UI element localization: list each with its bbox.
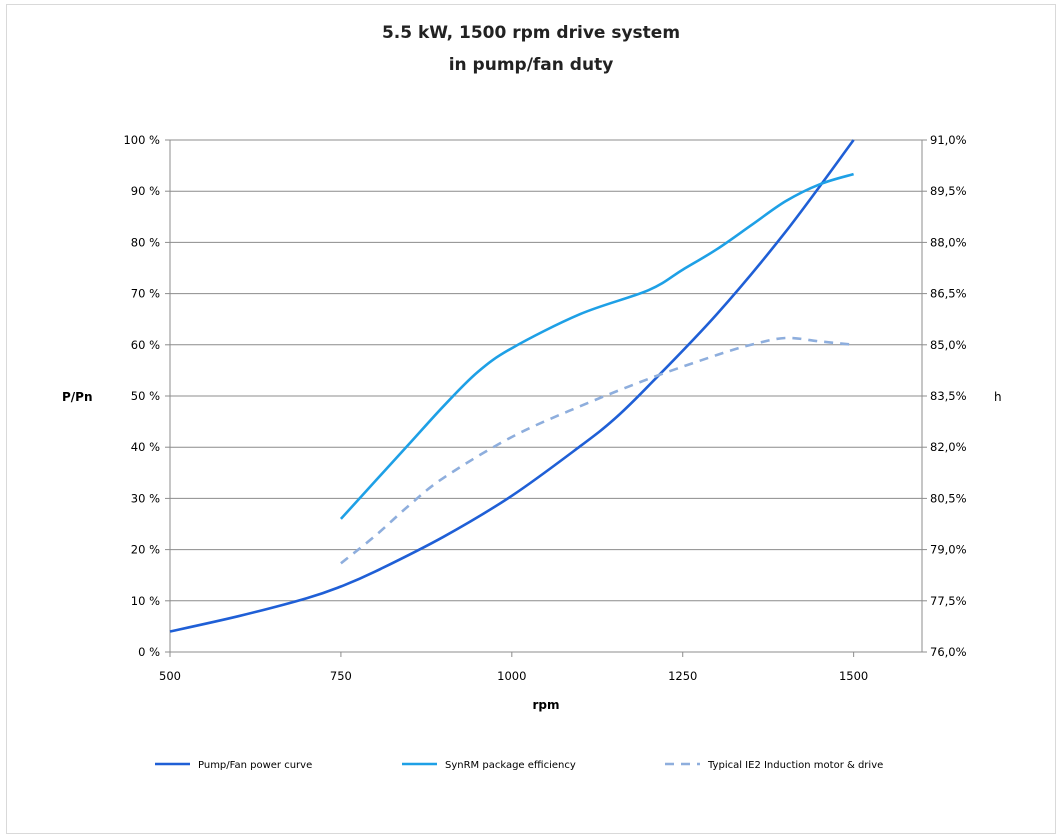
left-axis-ticks: 0 % 10 % 20 % 30 % 40 % 50 % 60 % 70 % 80 % 90 % 1… — [123, 133, 170, 659]
series-line-3 — [340, 336, 854, 565]
left-tick-label: 100 % — [123, 133, 160, 147]
left-tick-label: 10 % — [131, 594, 160, 608]
left-tick-label: 70 % — [131, 287, 160, 301]
right-tick-label: 79,0% — [930, 543, 967, 557]
series-line-1 — [169, 139, 855, 633]
right-tick-label: 77,5% — [930, 594, 967, 608]
x-tick-label: 500 — [159, 669, 181, 683]
x-tick-label: 750 — [330, 669, 352, 683]
right-tick-label: 83,5% — [930, 389, 967, 403]
right-tick-label: 91,0% — [930, 133, 967, 147]
legend-label-2: SynRM package efficiency — [445, 760, 576, 771]
chart-title: 5.5 kW, 1500 rpm drive system in pump/fa… — [382, 23, 680, 75]
x-tick-label: 1000 — [497, 669, 526, 683]
right-tick-label: 86,5% — [930, 287, 967, 301]
chart-title-line-2: in pump/fan duty — [449, 55, 614, 75]
series-line-2 — [339, 172, 854, 520]
left-tick-label: 30 % — [131, 491, 160, 505]
legend-label-3: Typical IE2 Induction motor & drive — [707, 760, 883, 771]
right-tick-label: 89,5% — [930, 184, 967, 198]
left-tick-label: 60 % — [131, 338, 160, 352]
right-tick-label: 88,0% — [930, 235, 967, 249]
series-lines — [169, 139, 855, 633]
right-tick-label: 76,0% — [930, 645, 967, 659]
x-tick-label: 1500 — [839, 669, 868, 683]
chart-title-line-1: 5.5 kW, 1500 rpm drive system — [382, 23, 680, 43]
left-axis-label: P/Pn — [62, 390, 93, 404]
left-tick-label: 80 % — [131, 235, 160, 249]
right-axis-ticks: 76,0% 77,5% 79,0% 80,5% 82,0% 83,5% 85,0% 86,5%… — [922, 133, 967, 659]
left-tick-label: 50 % — [131, 389, 160, 403]
legend-label-1: Pump/Fan power curve — [198, 760, 312, 771]
right-tick-label: 85,0% — [930, 338, 967, 352]
x-axis-ticks: 500 750 1000 1250 1500 — [159, 652, 868, 683]
gridlines — [170, 139, 922, 653]
right-tick-label: 82,0% — [930, 440, 967, 454]
left-tick-label: 40 % — [131, 440, 160, 454]
right-axis-label: h — [994, 390, 1002, 404]
right-tick-label: 80,5% — [930, 491, 967, 505]
left-tick-label: 20 % — [131, 543, 160, 557]
left-tick-label: 0 % — [138, 645, 160, 659]
x-axis-label: rpm — [532, 698, 559, 712]
left-tick-label: 90 % — [131, 184, 160, 198]
x-tick-label: 1250 — [668, 669, 697, 683]
legend: Pump/Fan power curve SynRM package effici… — [155, 760, 883, 771]
chart-frame — [6, 4, 1056, 834]
